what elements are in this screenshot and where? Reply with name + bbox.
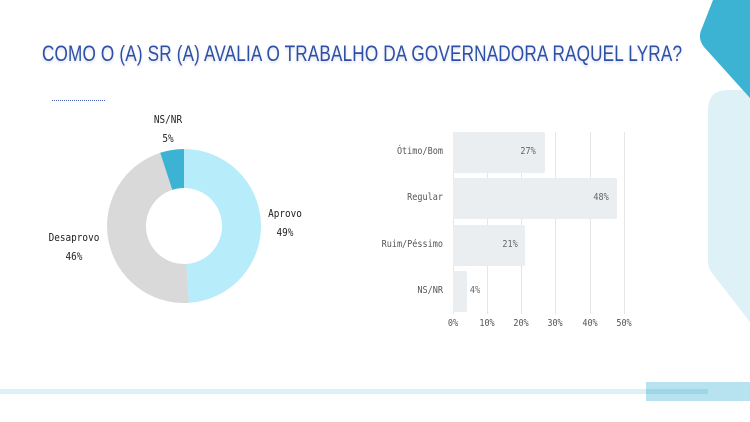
bar-nsnr[interactable] [453, 271, 467, 312]
gridline-30 [555, 132, 556, 314]
bottom-accent-overlap [646, 389, 708, 394]
donut-label-aprovo-name: Aprovo [268, 207, 302, 220]
gridline-50 [624, 132, 625, 314]
bar-otimo-bom[interactable] [453, 132, 545, 173]
x-tick-50: 50% [616, 318, 632, 329]
bottom-thin-line [0, 389, 708, 394]
donut-label-nsnr: NS/NR 5% [151, 110, 185, 148]
bar-value-regular: 48% [593, 192, 609, 203]
bar-value-otimo-bom: 27% [520, 146, 536, 157]
page-title: COMO O (A) SR (A) AVALIA O TRABALHO DA G… [42, 41, 683, 66]
donut-slice-desaprovo[interactable] [107, 152, 189, 304]
bar-value-ruim-pessimo: 21% [502, 239, 518, 250]
bar-regular[interactable] [453, 178, 617, 219]
donut-label-desaprovo: Desaprovo 46% [48, 228, 101, 266]
title-underline-divider [52, 100, 105, 101]
x-tick-40: 40% [582, 318, 598, 329]
decorative-light-panel [708, 90, 750, 322]
gridline-10 [487, 132, 488, 314]
x-tick-10: 10% [479, 318, 495, 329]
donut-label-desaprovo-name: Desaprovo [48, 231, 100, 244]
donut-slice-nsnr[interactable] [160, 149, 184, 190]
gridline-40 [590, 132, 591, 314]
x-tick-0: 0% [447, 318, 459, 329]
donut-label-nsnr-value: 5% [162, 132, 174, 145]
x-tick-30: 30% [547, 318, 563, 329]
bar-category-ruim-pessimo: Ruim/Péssimo [381, 239, 443, 250]
decorative-dark-diamond [699, 0, 750, 98]
bar-category-otimo-bom: Ótimo/Bom [396, 146, 443, 157]
x-tick-20: 20% [513, 318, 529, 329]
donut-slice-aprovo[interactable] [184, 149, 262, 303]
donut-label-aprovo: Aprovo 49% [264, 204, 307, 242]
donut-label-desaprovo-value: 46% [65, 250, 83, 263]
donut-chart: NS/NR 5% Aprovo 49% Desaprovo 46% [0, 0, 370, 370]
bar-ruim-pessimo[interactable] [453, 225, 525, 266]
donut-label-nsnr-name: NS/NR [153, 113, 183, 126]
donut-label-aprovo-value: 49% [276, 226, 294, 239]
gridline-20 [521, 132, 522, 314]
bar-value-nsnr: 4% [469, 285, 481, 296]
bar-category-nsnr: NS/NR [417, 285, 443, 296]
bar-category-regular: Regular [407, 192, 443, 203]
gridline-0 [453, 132, 454, 314]
